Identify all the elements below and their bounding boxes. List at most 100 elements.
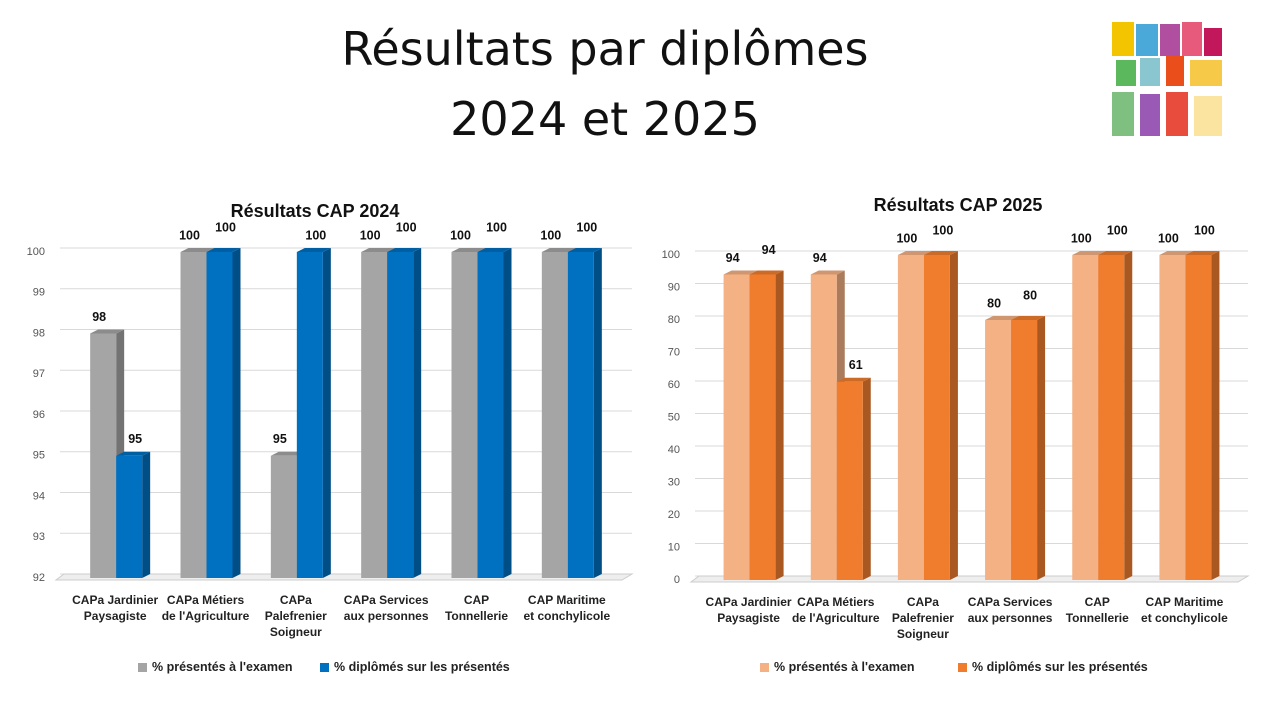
x-tick-label: CAP Tonnellerie bbox=[1065, 595, 1129, 625]
x-tick-label: CAP Maritime et conchylicole bbox=[523, 593, 611, 623]
bar-side bbox=[1211, 251, 1220, 580]
legend-swatch bbox=[138, 662, 147, 672]
data-label: 100 bbox=[1107, 223, 1128, 237]
data-label: 100 bbox=[1071, 231, 1092, 245]
bar-top bbox=[387, 248, 422, 252]
bar-top bbox=[1072, 251, 1107, 255]
y-tick-label: 90 bbox=[668, 281, 680, 293]
x-tick-label: CAPa Services aux personnes bbox=[967, 595, 1053, 625]
bar-top bbox=[749, 270, 784, 275]
data-label: 100 bbox=[576, 220, 597, 234]
x-tick-label: CAPa Métiers de l'Agriculture bbox=[161, 593, 250, 623]
x-tick-label: CAP Tonnellerie bbox=[444, 593, 509, 623]
bar-side bbox=[503, 248, 512, 578]
bar-top bbox=[1185, 251, 1220, 255]
data-label: 100 bbox=[1158, 231, 1179, 245]
y-tick-label: 0 bbox=[674, 574, 680, 586]
bar bbox=[477, 252, 504, 578]
data-label: 100 bbox=[396, 220, 417, 234]
data-label: 100 bbox=[1194, 223, 1215, 237]
bar bbox=[923, 255, 950, 580]
data-label: 100 bbox=[179, 228, 200, 242]
x-tick-label: CAPa Jardinier Paysagiste bbox=[705, 595, 792, 625]
bar bbox=[897, 255, 924, 580]
bar-top bbox=[985, 316, 1020, 320]
y-tick-label: 96 bbox=[33, 409, 45, 421]
bar bbox=[1159, 255, 1186, 580]
data-label: 100 bbox=[305, 228, 326, 242]
bar-top bbox=[897, 251, 932, 255]
y-tick-label: 99 bbox=[33, 287, 45, 299]
data-label: 80 bbox=[1023, 288, 1037, 302]
bar bbox=[1011, 320, 1038, 580]
y-tick-label: 92 bbox=[33, 572, 45, 584]
data-label: 95 bbox=[128, 432, 142, 446]
x-tick-label: CAPa Métiers de l'Agriculture bbox=[791, 595, 880, 625]
bar-top bbox=[723, 270, 758, 275]
y-tick-label: 50 bbox=[668, 411, 680, 423]
bar bbox=[810, 274, 837, 580]
y-tick-label: 40 bbox=[668, 444, 680, 456]
bar-side bbox=[232, 248, 241, 578]
bar bbox=[361, 252, 388, 578]
bar-top bbox=[477, 248, 512, 252]
y-tick-label: 20 bbox=[668, 509, 680, 521]
bar bbox=[1072, 255, 1099, 580]
bar-side bbox=[1124, 251, 1133, 580]
bar-top bbox=[567, 248, 602, 252]
data-label: 100 bbox=[450, 228, 471, 242]
data-label: 94 bbox=[813, 251, 827, 265]
bar-top bbox=[180, 248, 215, 252]
data-label: 94 bbox=[762, 243, 776, 257]
bar-top bbox=[1011, 316, 1046, 320]
y-tick-label: 100 bbox=[662, 249, 680, 261]
chart-title: Résultats CAP 2024 bbox=[231, 201, 400, 221]
logo bbox=[1112, 22, 1222, 136]
slide-title: 2024 et 2025 bbox=[450, 92, 760, 146]
bar bbox=[1098, 255, 1125, 580]
legend-swatch bbox=[760, 662, 769, 672]
y-tick-label: 100 bbox=[27, 246, 45, 258]
x-tick-label: CAPa Services aux personnes bbox=[343, 593, 429, 623]
bar-top bbox=[206, 248, 241, 252]
bar-top bbox=[270, 451, 305, 456]
bar bbox=[206, 252, 233, 578]
data-label: 61 bbox=[849, 358, 863, 372]
bar-top bbox=[296, 248, 331, 252]
x-tick-label: CAPa Palefrenier Soigneur bbox=[891, 595, 954, 641]
y-tick-label: 97 bbox=[33, 368, 45, 380]
bar-side bbox=[949, 251, 958, 580]
bar-top bbox=[361, 248, 396, 252]
x-tick-label: CAP Maritime et conchylicole bbox=[1141, 595, 1228, 625]
bar-side bbox=[1037, 316, 1046, 580]
y-tick-label: 70 bbox=[668, 346, 680, 358]
bar bbox=[90, 333, 117, 578]
y-tick-label: 10 bbox=[668, 541, 680, 553]
y-tick-label: 80 bbox=[668, 314, 680, 326]
bar bbox=[836, 381, 863, 580]
x-tick-label: CAPa Palefrenier Soigneur bbox=[264, 593, 327, 639]
bar bbox=[116, 455, 143, 578]
bar-top bbox=[541, 248, 576, 252]
chart-title: Résultats CAP 2025 bbox=[874, 195, 1043, 215]
legend-swatch bbox=[320, 662, 329, 672]
y-tick-label: 98 bbox=[33, 327, 45, 339]
legend-label: % diplômés sur les présentés bbox=[972, 660, 1148, 674]
slide-title: Résultats par diplômes bbox=[341, 22, 869, 76]
bar bbox=[749, 274, 776, 580]
bar-top bbox=[836, 377, 871, 382]
bar-side bbox=[142, 451, 151, 578]
data-label: 100 bbox=[932, 223, 953, 237]
bar-top bbox=[451, 248, 486, 252]
bar-side bbox=[593, 248, 602, 578]
bar-top bbox=[1098, 251, 1133, 255]
bar-side bbox=[413, 248, 422, 578]
y-tick-label: 94 bbox=[33, 490, 45, 502]
bar bbox=[387, 252, 414, 578]
y-tick-label: 93 bbox=[33, 531, 45, 543]
legend-swatch bbox=[958, 662, 967, 672]
bar bbox=[270, 455, 297, 578]
data-label: 100 bbox=[486, 220, 507, 234]
bar bbox=[1185, 255, 1212, 580]
